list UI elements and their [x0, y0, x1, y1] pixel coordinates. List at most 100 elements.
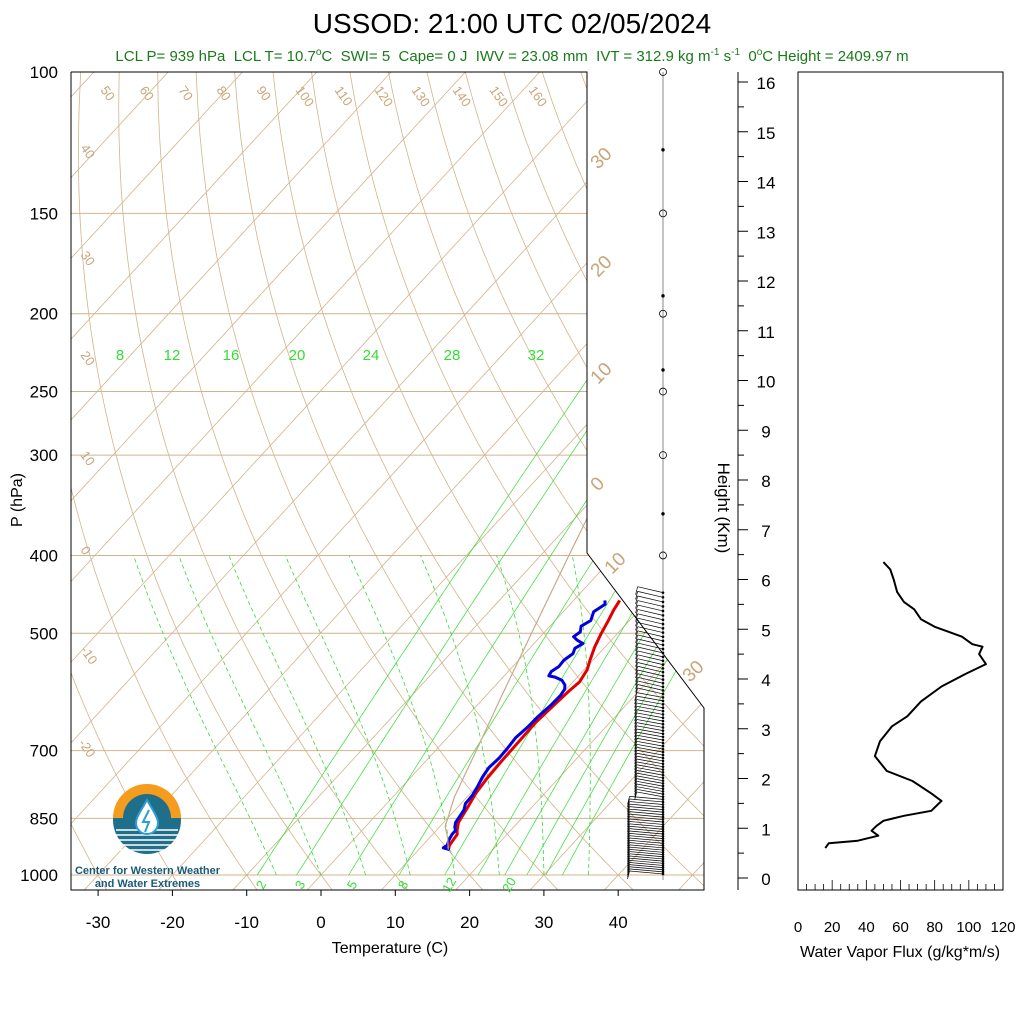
- wind-barb: [637, 617, 664, 625]
- cw3e-logo-text: Center for Western Weather and Water Ext…: [74, 865, 221, 890]
- wind-barb-flag: [627, 818, 630, 828]
- wind-profile: [627, 68, 667, 880]
- wind-barb: [629, 837, 664, 842]
- wind-level-dot: [661, 798, 665, 801]
- wind-level-dot: [661, 765, 665, 768]
- wind-barb-flag: [634, 716, 638, 725]
- wind-barb-flag: [627, 835, 630, 844]
- wind-barb: [637, 642, 664, 650]
- wind-level-dot: [661, 803, 665, 806]
- skewt-background-lines: [71, 72, 704, 890]
- wind-level-dot: [661, 622, 665, 626]
- sounding-indices: LCL P= 939 hPa LCL T= 10.7oC SWI= 5 Cape…: [0, 47, 1024, 65]
- wind-level-dot: [661, 635, 665, 639]
- wind-barb: [637, 669, 664, 677]
- wind-barb-flag: [635, 673, 638, 682]
- wind-barb-flag: [634, 781, 638, 790]
- wind-barb: [637, 609, 664, 616]
- wind-level-dot: [661, 776, 665, 780]
- wind-barb: [636, 712, 664, 719]
- wind-barb: [636, 755, 664, 762]
- wind-barb-flag: [627, 842, 630, 851]
- wind-calm-marker: [659, 209, 667, 218]
- logo-bolt-icon: [141, 809, 151, 833]
- wind-level-dot: [661, 830, 665, 833]
- wind-barb: [629, 833, 664, 837]
- wind-barb-flag: [634, 706, 638, 715]
- mixing-ratio-label: 20: [289, 347, 306, 364]
- wind-barb: [637, 680, 664, 688]
- wind-level-dot: [661, 771, 665, 774]
- dry-adiabat-line: [426, 72, 704, 890]
- flux-tick-label: 80: [926, 919, 943, 936]
- wind-barb: [636, 778, 664, 784]
- wind-barb-flag: [634, 756, 638, 765]
- wind-level-dot: [661, 713, 665, 716]
- wind-level-dot: [661, 692, 665, 696]
- dry-adiabat-line: [580, 72, 704, 890]
- wind-barb-flag: [627, 862, 630, 871]
- pressure-tick-label: 1000: [20, 866, 58, 885]
- wind-level-dot: [661, 738, 665, 742]
- wind-barb-flag: [627, 840, 630, 849]
- wind-barb: [629, 823, 664, 828]
- wind-barb: [636, 719, 664, 725]
- wind-barb-flag: [627, 860, 630, 869]
- wind-barb-flag: [634, 699, 638, 708]
- wind-barb-flag: [627, 866, 630, 875]
- wind-level-dot: [661, 795, 665, 799]
- wind-barb: [629, 798, 664, 803]
- wind-calm-marker: [659, 451, 667, 460]
- wind-barb: [636, 749, 664, 756]
- wind-barb: [629, 844, 664, 849]
- flux-panel-border: [797, 71, 1004, 891]
- flux-tick-label: 120: [990, 919, 1015, 936]
- temperature-tick-label: -10: [234, 913, 259, 932]
- logo-drop-icon: [134, 798, 160, 835]
- wind-barb: [637, 687, 664, 695]
- mixing-ratio-line: [562, 362, 704, 876]
- wind-level-dot: [661, 741, 665, 745]
- wind-barb-flag: [627, 826, 630, 835]
- wind-barb-flag: [635, 654, 638, 663]
- dry-adiabat-label: 160: [526, 83, 551, 109]
- wind-barb-flag: [634, 789, 638, 798]
- wind-level-dot: [661, 512, 665, 516]
- wind-barb-flag: [634, 761, 638, 770]
- wind-level-dot: [661, 855, 665, 859]
- mixing-ratio-label: 12: [164, 347, 181, 364]
- wind-barb-flag: [627, 796, 630, 805]
- wind-barb: [636, 770, 664, 776]
- temperature-tick-label: 40: [609, 913, 628, 932]
- isotherm-line: [527, 72, 704, 890]
- wind-level-dot: [661, 655, 665, 659]
- wind-barb: [629, 839, 664, 844]
- wind-barb: [637, 662, 664, 669]
- wind-barb-flag: [634, 696, 638, 705]
- wind-barb: [629, 803, 664, 808]
- wind-barb-flag: [634, 773, 638, 782]
- chart-title: USSOD: 21:00 UTC 02/05/2024: [312, 8, 712, 39]
- temperature-tick-label: -20: [160, 913, 185, 932]
- ivt-value: IVT = 312.9 kg m-1 s-1: [596, 47, 741, 65]
- wind-barb: [637, 604, 664, 612]
- wind-level-dot: [661, 618, 665, 622]
- wind-level-dot: [661, 600, 665, 604]
- wind-level-dot: [661, 848, 665, 852]
- wind-barb-flag: [635, 646, 638, 656]
- skewt-profiles: [441, 72, 704, 852]
- wind-barb-flag: [627, 823, 630, 832]
- flux-tick-label: 40: [858, 919, 875, 936]
- x-axis-title: Temperature (C): [332, 940, 448, 957]
- wind-barb: [636, 725, 664, 731]
- isotherm-label: 10: [601, 549, 631, 579]
- mixing-ratio-line: [477, 362, 704, 876]
- height-tick-label: 11: [757, 323, 775, 342]
- wind-level-dot: [661, 762, 665, 766]
- wind-barb-flag: [634, 709, 638, 718]
- dry-adiabat-line: [311, 72, 704, 890]
- pressure-tick-label: 150: [30, 204, 58, 223]
- moist-adiabat-line: [228, 555, 366, 876]
- dry-adiabat-label: 70: [176, 83, 197, 103]
